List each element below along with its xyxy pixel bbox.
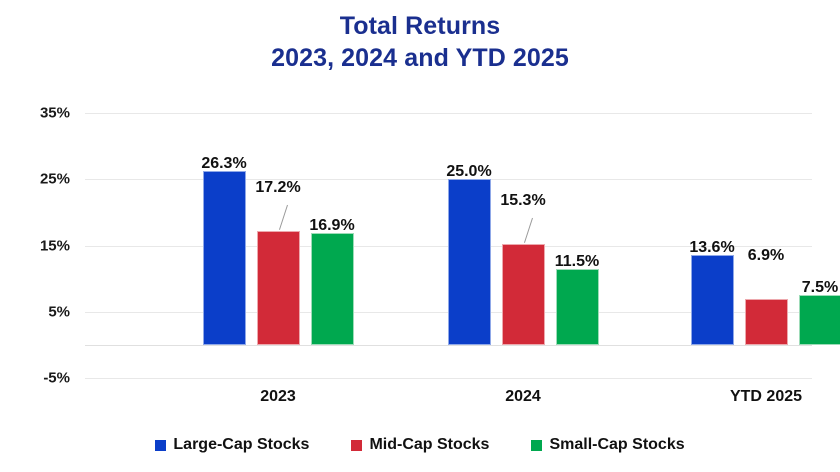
chart-title-line-2: 2023, 2024 and YTD 2025 [271,44,569,72]
bars-layer: 26.3% 25.0% 13.6% 17.2% 15.3% 6.9% 16.9% 11.5% 7… [85,113,840,378]
bar[interactable] [798,295,840,345]
legend-item[interactable]: Small-Cap Stocks [531,436,685,454]
label-leader-line [278,204,288,230]
x-axis-category-label: 2024 [505,388,541,405]
legend-swatch-icon [155,439,167,451]
bar[interactable] [447,179,491,345]
legend-item[interactable]: Large-Cap Stocks [155,436,309,454]
y-axis-tick-label: 25% [39,170,70,188]
bar[interactable] [744,299,788,345]
legend-label: Small-Cap Stocks [549,436,685,453]
bar-data-label: 17.2% [255,178,301,196]
bar[interactable] [310,232,354,345]
gridline [85,378,812,379]
legend-label: Large-Cap Stocks [173,436,310,453]
legend-swatch-icon [351,439,363,451]
legend-label: Mid-Cap Stocks [369,436,490,453]
chart-legend: Large-Cap Stocks Mid-Cap Stocks Small-Cap … [0,436,840,454]
y-axis-tick-label: 15% [39,237,70,254]
label-leader-line [523,217,533,243]
y-axis: 35% 25% 15% 5% -5% [0,105,70,387]
bar-data-label: 13.6% [689,238,735,256]
bar-data-label: 11.5% [554,252,600,270]
bar[interactable] [690,254,734,345]
bar-data-label: 7.5% [801,279,839,297]
chart-title-line-1: Total Returns [339,12,501,40]
legend-swatch-icon [531,439,543,451]
bar[interactable] [501,243,545,345]
x-axis: 2023 2024 YTD 2025 [85,388,812,414]
bar-data-label: 16.9% [309,216,355,234]
chart-title: Total Returns 2023, 2024 and YTD 2025 [0,10,840,74]
y-axis-tick-label: 5% [48,303,70,321]
bar[interactable] [256,230,300,345]
legend-item[interactable]: Mid-Cap Stocks [351,436,489,454]
x-axis-category-label: 2023 [260,388,296,405]
bar[interactable] [555,268,599,345]
bar-data-label: 15.3% [500,191,546,209]
bar-data-label: 25.0% [446,163,492,181]
gridline [85,113,812,114]
bar[interactable] [202,170,246,345]
x-axis-category-label: YTD 2025 [729,388,803,405]
bar-data-label: 6.9% [747,247,785,265]
bar-data-label: 26.3% [201,154,247,172]
y-axis-tick-label: 35% [39,104,70,122]
gridline [85,344,812,346]
y-axis-tick-label: -5% [43,369,70,387]
